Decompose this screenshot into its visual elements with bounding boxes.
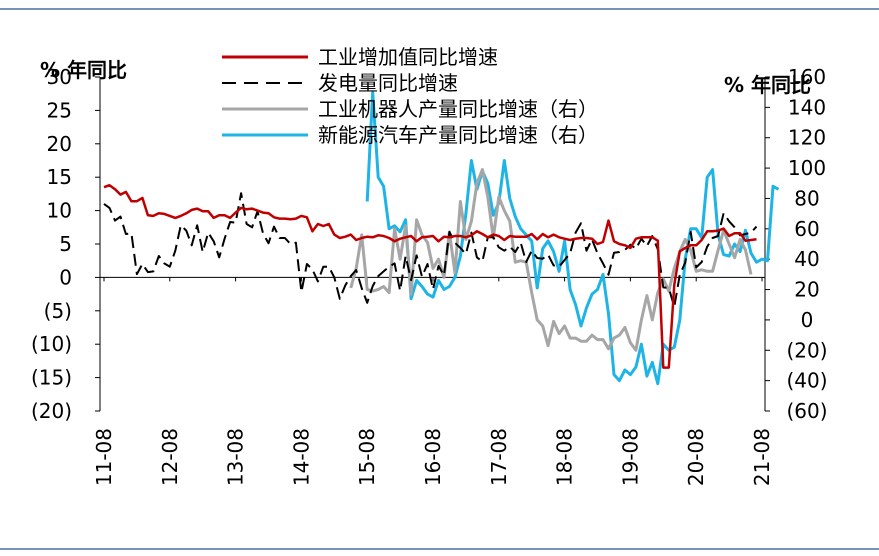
x-axis: 11-08 12-08 13-08 14-08 15-08 16-08 17-08 18-08… bbox=[92, 276, 774, 486]
x-tick-label: 20-08 bbox=[684, 428, 708, 486]
right-tick-label: (20) bbox=[786, 338, 827, 362]
x-tick-label: 12-08 bbox=[158, 428, 182, 486]
x-tick-label: 19-08 bbox=[618, 428, 642, 486]
right-tick-label: 160 bbox=[788, 65, 826, 89]
legend: 工业增加值同比增速发电量同比增速工业机器人产量同比增速（右）新能源汽车产量同比增… bbox=[222, 45, 598, 147]
x-tick-label: 11-08 bbox=[92, 428, 116, 486]
x-tick-label: 14-08 bbox=[289, 428, 313, 486]
right-axis: 160 140 120 100 80 60 40 20 0 (20) (40) (60) bbox=[764, 65, 828, 423]
right-tick-label: 80 bbox=[794, 186, 819, 210]
x-tick-label: 21-08 bbox=[750, 428, 774, 486]
left-tick-label: 30 bbox=[47, 65, 72, 89]
x-tick-label: 15-08 bbox=[355, 428, 379, 486]
series-layer bbox=[103, 90, 780, 386]
left-tick-label: (5) bbox=[44, 299, 72, 323]
x-tick-label: 13-08 bbox=[224, 428, 248, 486]
left-tick-label: 20 bbox=[47, 132, 72, 156]
right-tick-label: 140 bbox=[788, 95, 826, 119]
left-tick-label: 5 bbox=[59, 232, 72, 256]
right-tick-label: (60) bbox=[786, 399, 827, 423]
legend-label-1: 发电量同比增速 bbox=[318, 71, 458, 95]
right-tick-label: 100 bbox=[788, 156, 826, 180]
left-tick-label: (15) bbox=[31, 366, 72, 390]
x-tick-label: 17-08 bbox=[487, 428, 511, 486]
right-tick-label: (40) bbox=[786, 369, 827, 393]
left-tick-label: 0 bbox=[59, 265, 72, 289]
series-line-3 bbox=[365, 90, 780, 386]
x-tick-label: 16-08 bbox=[421, 428, 445, 486]
left-axis: 30 25 20 15 10 5 0 (5) (10) (15) (20) bbox=[31, 65, 101, 423]
legend-label-3: 新能源汽车产量同比增速（右） bbox=[318, 123, 598, 147]
right-tick-label: 120 bbox=[788, 126, 826, 150]
left-tick-label: 15 bbox=[47, 165, 72, 189]
series-line-0 bbox=[103, 183, 757, 369]
left-tick-label: (20) bbox=[31, 399, 72, 423]
left-tick-label: (10) bbox=[31, 332, 72, 356]
right-tick-label: 40 bbox=[794, 247, 819, 271]
series-line-2 bbox=[349, 168, 753, 352]
legend-label-0: 工业增加值同比增速 bbox=[318, 45, 498, 69]
x-tick-label: 18-08 bbox=[553, 428, 577, 486]
series-line-1 bbox=[103, 192, 758, 308]
right-tick-label: 0 bbox=[801, 308, 814, 332]
legend-label-2: 工业机器人产量同比增速（右） bbox=[318, 97, 598, 121]
right-tick-label: 60 bbox=[794, 217, 819, 241]
left-tick-label: 25 bbox=[47, 98, 72, 122]
left-tick-label: 10 bbox=[47, 199, 72, 223]
right-tick-label: 20 bbox=[794, 278, 819, 302]
left-axis-title: % 年同比 bbox=[40, 58, 127, 82]
